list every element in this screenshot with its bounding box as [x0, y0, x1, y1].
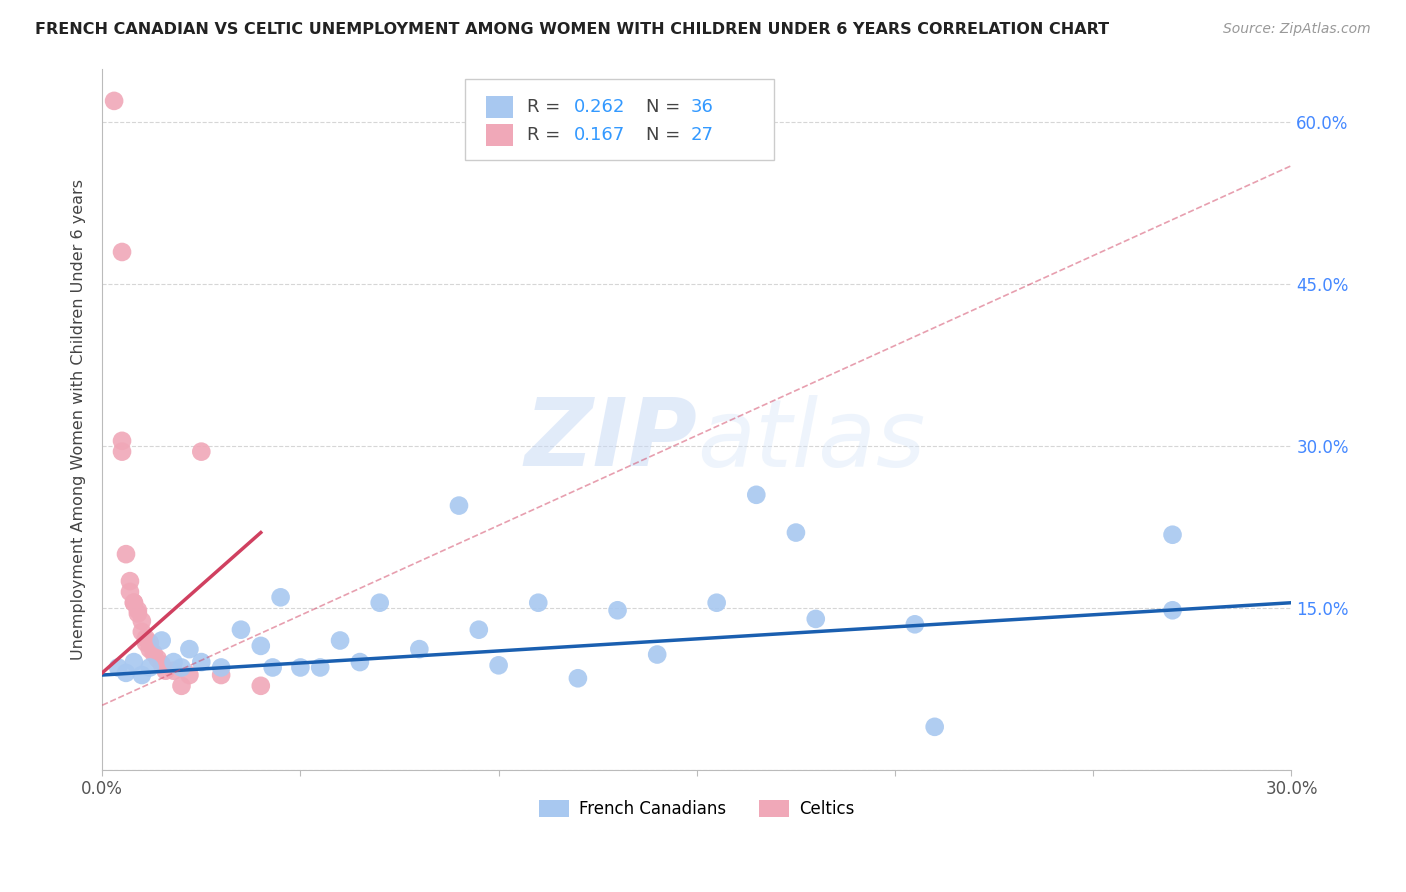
Text: 0.262: 0.262	[574, 98, 626, 116]
Point	[139, 642, 162, 657]
Point	[135, 635, 157, 649]
Text: R =: R =	[527, 98, 565, 116]
Point	[111, 244, 134, 259]
Point	[139, 635, 162, 649]
Point	[111, 434, 134, 448]
Point	[645, 648, 668, 662]
Point	[139, 660, 162, 674]
Point	[567, 671, 589, 685]
Point	[162, 655, 184, 669]
Point	[190, 444, 212, 458]
Text: ZIP: ZIP	[524, 394, 697, 486]
Point	[122, 655, 145, 669]
Point	[142, 647, 165, 661]
Point	[229, 623, 252, 637]
Point	[118, 585, 141, 599]
Text: Source: ZipAtlas.com: Source: ZipAtlas.com	[1223, 22, 1371, 37]
Text: R =: R =	[527, 126, 565, 145]
Y-axis label: Unemployment Among Women with Children Under 6 years: Unemployment Among Women with Children U…	[72, 178, 86, 660]
Point	[785, 525, 807, 540]
Text: N =: N =	[645, 98, 686, 116]
Point	[262, 660, 284, 674]
Point	[103, 94, 125, 108]
Point	[122, 596, 145, 610]
Point	[408, 642, 430, 657]
Point	[209, 668, 232, 682]
Point	[118, 574, 141, 589]
Text: 0.167: 0.167	[574, 126, 626, 145]
Point	[162, 664, 184, 678]
Point	[190, 655, 212, 669]
Point	[179, 642, 201, 657]
Point	[447, 499, 470, 513]
Point	[179, 668, 201, 682]
Point	[150, 657, 173, 672]
Point	[270, 591, 292, 605]
Point	[170, 679, 193, 693]
Point	[309, 660, 332, 674]
Point	[606, 603, 628, 617]
Point	[804, 612, 827, 626]
Text: N =: N =	[645, 126, 686, 145]
Point	[290, 660, 312, 674]
Text: atlas: atlas	[697, 395, 925, 486]
Point	[904, 617, 927, 632]
Point	[146, 652, 169, 666]
Point	[249, 639, 271, 653]
Point	[107, 660, 129, 674]
FancyBboxPatch shape	[486, 124, 513, 145]
Point	[468, 623, 491, 637]
Text: 27: 27	[690, 126, 714, 145]
Point	[131, 624, 153, 639]
Point	[135, 632, 157, 646]
Point	[1161, 527, 1184, 541]
Point	[329, 633, 352, 648]
FancyBboxPatch shape	[465, 79, 775, 160]
Point	[349, 655, 371, 669]
Point	[127, 607, 149, 621]
Point	[170, 660, 193, 674]
Point	[1161, 603, 1184, 617]
FancyBboxPatch shape	[486, 96, 513, 118]
Point	[150, 633, 173, 648]
Point	[249, 679, 271, 693]
Legend: French Canadians, Celtics: French Canadians, Celtics	[533, 793, 862, 825]
Point	[127, 603, 149, 617]
Point	[111, 444, 134, 458]
Point	[155, 664, 177, 678]
Point	[488, 658, 510, 673]
Point	[131, 668, 153, 682]
Point	[706, 596, 728, 610]
Point	[527, 596, 550, 610]
Point	[745, 488, 768, 502]
Text: FRENCH CANADIAN VS CELTIC UNEMPLOYMENT AMONG WOMEN WITH CHILDREN UNDER 6 YEARS C: FRENCH CANADIAN VS CELTIC UNEMPLOYMENT A…	[35, 22, 1109, 37]
Point	[209, 660, 232, 674]
Point	[115, 665, 138, 680]
Text: 36: 36	[690, 98, 714, 116]
Point	[131, 614, 153, 628]
Point	[368, 596, 391, 610]
Point	[924, 720, 946, 734]
Point	[122, 596, 145, 610]
Point	[115, 547, 138, 561]
